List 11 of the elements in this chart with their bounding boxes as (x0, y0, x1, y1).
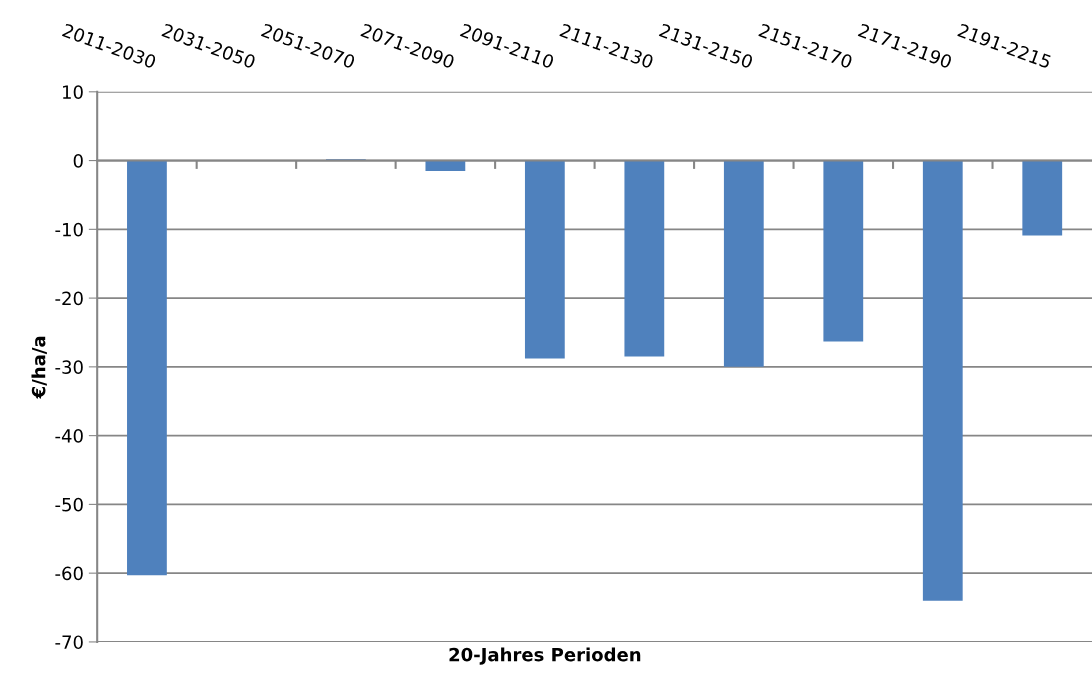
y-tick-label: -50 (55, 497, 83, 512)
y-axis-title: €/ha/a (31, 336, 47, 399)
y-tick-label: -20 (55, 291, 83, 306)
x-axis-title: 20-Jahres Perioden (449, 647, 641, 665)
y-tick-label: 0 (73, 154, 83, 168)
y-tick-label: -10 (55, 222, 83, 237)
y-tick-label: -70 (55, 635, 83, 650)
y-tick-label: -60 (55, 566, 83, 581)
y-tick-label: -40 (55, 429, 83, 443)
y-tick-label: -30 (55, 360, 83, 374)
y-tick-label: 10 (63, 85, 83, 99)
